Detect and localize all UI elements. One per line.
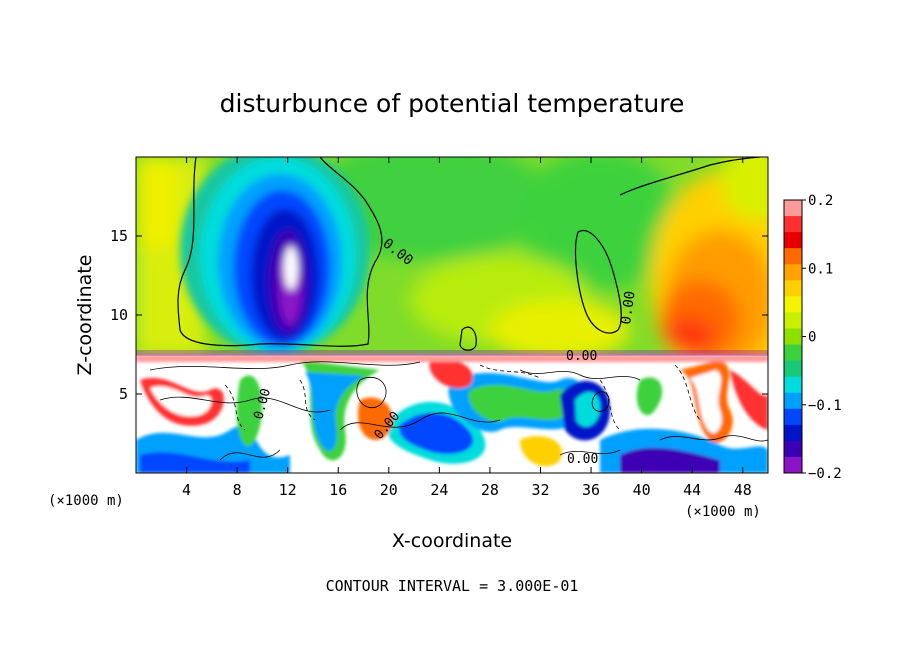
colorbar-swatch (784, 232, 802, 249)
colorbar-swatch (784, 408, 802, 426)
heatmap-field: 0.00 0.00 0.00 0.00 0.00 0.00 (136, 157, 768, 473)
chart-title: disturbunce of potential temperature (220, 89, 685, 118)
x-tick-label: 20 (380, 481, 398, 499)
x-tick-label: 4 (182, 481, 191, 499)
y-tick-label: 15 (110, 227, 128, 245)
colorbar-swatch (784, 248, 802, 265)
colorbar: 0.2 0.1 0 −0.1 −0.2 (783, 193, 842, 482)
colorbar-tick-label: −0.1 (808, 398, 842, 414)
y-tick-label: 5 (119, 385, 128, 403)
lower-field (136, 350, 768, 473)
x-axis: 4 8 12 16 20 24 28 32 36 40 44 48 (182, 157, 752, 499)
colorbar-swatch (784, 280, 802, 297)
x-tick-label: 44 (683, 481, 701, 499)
x-tick-label: 16 (329, 481, 347, 499)
colorbar-tick-label: 0.1 (808, 261, 833, 277)
contour-interval: CONTOUR INTERVAL = 3.000E-01 (326, 577, 579, 595)
x-axis-label: X-coordinate (392, 530, 512, 552)
contour-label: 0.00 (618, 290, 639, 326)
cold-plume (180, 157, 370, 355)
colorbar-tick-label: −0.2 (808, 466, 842, 482)
colorbar-swatch (784, 424, 802, 442)
x-tick-label: 12 (279, 481, 297, 499)
contour-lines (177, 157, 761, 351)
colorbar-tick-label: 0.2 (808, 193, 833, 209)
contour-lines-dashed (224, 364, 701, 431)
x-tick-label: 24 (430, 481, 448, 499)
colorbar-swatch (784, 392, 802, 410)
colorbar-tick-label: 0 (808, 330, 816, 346)
colorbar-swatch (784, 264, 802, 281)
x-tick-label: 8 (233, 481, 242, 499)
colorbar-swatch (784, 312, 802, 329)
colorbar-swatch (784, 440, 802, 458)
contour-label: 0.00 (567, 452, 598, 467)
colorbar-swatch (784, 296, 802, 313)
x-tick-label: 36 (582, 481, 600, 499)
colorbar-swatch (784, 376, 802, 394)
y-axis: 5 10 15 (110, 227, 768, 403)
colorbar-swatch (784, 200, 802, 217)
x-tick-label: 28 (481, 481, 499, 499)
x-tick-label: 32 (531, 481, 549, 499)
x-tick-label: 48 (734, 481, 752, 499)
x-unit-left: (×1000 m) (48, 493, 124, 509)
y-tick-label: 10 (110, 306, 128, 324)
colorbar-swatch (784, 360, 802, 378)
x-tick-label: 40 (633, 481, 651, 499)
colorbar-swatch (784, 328, 802, 346)
contour-lines-lower (149, 361, 768, 461)
x-unit-right: (×1000 m) (685, 504, 761, 520)
colorbar-swatch (784, 344, 802, 362)
colorbar-swatch (784, 456, 802, 474)
y-axis-label: Z-coordinate (74, 255, 96, 376)
colorbar-swatch (784, 216, 802, 233)
contour-label: 0.00 (566, 349, 597, 364)
